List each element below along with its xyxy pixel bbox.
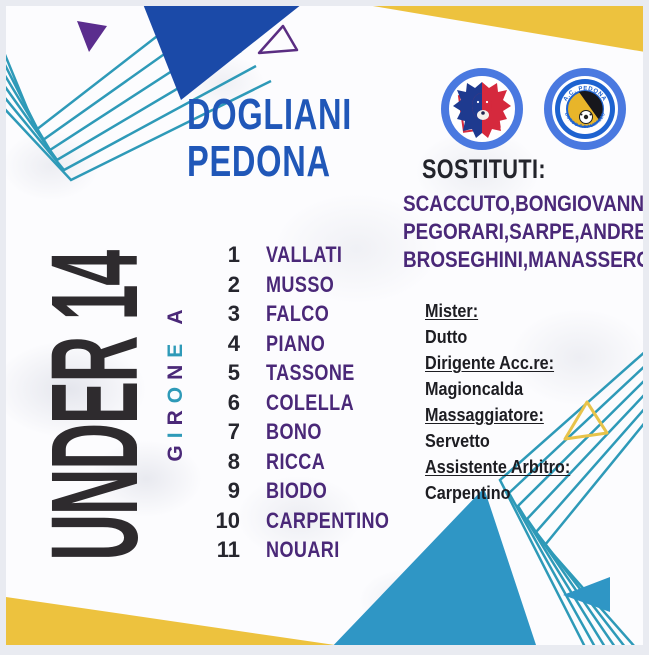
staff-role: Mister: <box>425 301 479 321</box>
staff-role: Massaggiatore: <box>425 405 544 425</box>
player-row: 11 NOUARI <box>202 537 462 567</box>
topleft-chevrons-icon <box>6 6 272 182</box>
group-label-letter: G <box>164 438 187 462</box>
group-label-letter: O <box>164 379 187 404</box>
group-label-letter <box>164 325 187 337</box>
staff-role: Dirigente Acc.re: <box>425 353 555 373</box>
group-label-letter: R <box>164 403 187 426</box>
group-label-letter: I <box>164 425 187 439</box>
group-label-letter: N <box>164 357 187 380</box>
match-title: DOGLIANI PEDONA <box>187 91 352 185</box>
staff-entry: Mister: Dutto <box>425 298 570 350</box>
substitutes-line: PEGORARI,SARPE,ANDREIS, <box>403 219 643 244</box>
staff-list: Mister: Dutto Dirigente Acc.re: Magionca… <box>425 298 570 506</box>
player-row: 5 TASSONE <box>202 360 462 390</box>
staff-name: Dutto <box>425 327 468 347</box>
player-number: 6 <box>227 389 240 415</box>
staff-role: Assistente Arbitro: <box>425 457 571 477</box>
player-name: TASSONE <box>266 360 355 385</box>
staff-name: Servetto <box>425 431 490 451</box>
staff-name: Magioncalda <box>425 379 524 399</box>
decorative-shapes: A.C. PEDONA BORGO S.DALMAZZO <box>6 6 643 645</box>
player-row: 7 BONO <box>202 419 462 449</box>
player-row: 6 COLELLA <box>202 390 462 420</box>
player-row: 8 RICCA <box>202 449 462 479</box>
substitutes-list: SCACCUTO,BONGIOVANNI, PEGORARI,SARPE,AND… <box>403 190 643 274</box>
match-title-away: PEDONA <box>187 137 331 186</box>
player-number: 9 <box>227 478 240 503</box>
bottom-cyan-triangle-icon <box>333 488 537 645</box>
player-name: NOUARI <box>266 537 340 562</box>
group-label-letter: A <box>164 302 187 325</box>
group-label-wrap: GIRONE A <box>152 286 200 478</box>
staff-entry: Massaggiatore: Servetto <box>425 402 570 454</box>
staff-name: Carpentino <box>425 483 511 503</box>
player-name: RICCA <box>266 448 326 474</box>
player-number: 11 <box>216 537 240 562</box>
substitutes-line: BROSEGHINI,MANASSERO <box>403 247 643 272</box>
purple-triangle-icon <box>77 21 107 52</box>
player-number: 10 <box>215 507 240 533</box>
ac-pedona-crest-icon: A.C. PEDONA BORGO S.DALMAZZO <box>544 68 626 150</box>
bottomleft-yellow-wedge-icon <box>6 597 335 645</box>
player-number: 3 <box>227 301 240 326</box>
player-number: 7 <box>227 419 240 444</box>
staff-entry: Assistente Arbitro: Carpentino <box>425 454 570 506</box>
group-label: GIRONE A <box>164 302 188 461</box>
match-title-home: DOGLIANI <box>187 90 353 139</box>
substitutes-line: SCACCUTO,BONGIOVANNI, <box>403 191 643 216</box>
player-number: 4 <box>227 330 240 356</box>
player-number: 1 <box>227 242 240 267</box>
player-row: 9 BIODO <box>202 478 462 508</box>
yellow-outline-triangle-icon <box>563 400 609 441</box>
player-name: FALCO <box>266 301 330 326</box>
player-number: 5 <box>227 360 240 385</box>
purple-outline-triangle-icon <box>257 24 299 55</box>
player-name: BIODO <box>266 478 328 503</box>
player-row: 1 VALLATI <box>202 242 462 272</box>
player-name: MUSSO <box>266 271 335 297</box>
poster-card: A.C. PEDONA BORGO S.DALMAZZO DOGLIANI PE… <box>6 6 643 645</box>
player-name: CARPENTINO <box>266 507 390 533</box>
player-row: 3 FALCO <box>202 301 462 331</box>
small-teal-triangle-icon <box>563 577 610 612</box>
category-label-wrap: UNDER 14 <box>25 234 164 578</box>
player-name: PIANO <box>266 330 326 356</box>
player-number: 2 <box>227 271 240 297</box>
dogliani-lion-crest-icon <box>441 68 523 150</box>
player-name: VALLATI <box>266 242 343 267</box>
group-label-letter: E <box>164 336 187 358</box>
category-label: UNDER 14 <box>24 251 164 561</box>
substitutes-heading: SOSTITUTI: <box>422 154 546 184</box>
player-name: COLELLA <box>266 389 355 415</box>
top-blue-triangle-icon <box>143 6 300 100</box>
staff-entry: Dirigente Acc.re: Magioncalda <box>425 350 570 402</box>
player-number: 8 <box>227 448 240 474</box>
player-row: 4 PIANO <box>202 331 462 361</box>
player-name: BONO <box>266 419 322 444</box>
player-list: 1 VALLATI 2 MUSSO 3 FALCO 4 PIANO 5 TASS… <box>202 242 462 567</box>
topright-yellow-wedge-icon <box>372 6 643 52</box>
player-row: 2 MUSSO <box>202 272 462 302</box>
player-row: 10 CARPENTINO <box>202 508 462 538</box>
